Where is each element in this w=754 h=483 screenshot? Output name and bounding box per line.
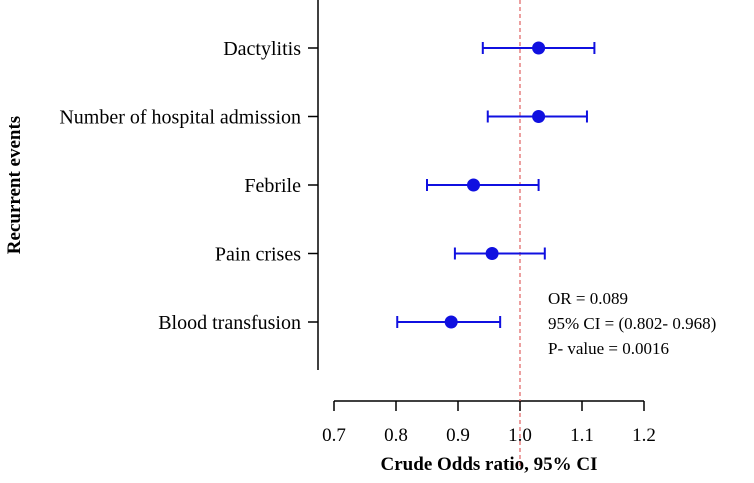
odds-ratio-point: [444, 315, 458, 329]
category-label: Pain crises: [215, 244, 301, 266]
odds-ratio-point: [532, 110, 546, 123]
x-tick-label: 0.9: [446, 425, 470, 446]
category-label: Blood transfusion: [158, 312, 301, 334]
x-tick-label: 0.7: [322, 425, 346, 446]
forest-rows: Dactylitis Number of hospital admission Fe…: [59, 38, 596, 334]
forest-row: Febrile: [244, 175, 540, 197]
odds-ratio-point: [467, 178, 480, 192]
stats-annotation: OR = 0.089 95% CI = (0.802- 0.968) P- va…: [548, 289, 716, 358]
annotation-p-value: P- value = 0.0016: [548, 339, 669, 358]
odds-ratio-point: [532, 41, 546, 55]
category-label: Febrile: [244, 175, 301, 197]
annotation-or: OR = 0.089: [548, 289, 628, 308]
forest-row: Number of hospital admission: [59, 107, 588, 129]
x-tick-label: 1.1: [570, 425, 594, 446]
annotation-ci: 95% CI = (0.802- 0.968): [548, 314, 716, 333]
x-tick-label: 1.2: [632, 425, 656, 446]
forest-row: Dactylitis: [223, 38, 596, 60]
x-axis-ticks: 0.7 0.8 0.9 1.0 1.1 1.2: [322, 401, 656, 446]
forest-row: Blood transfusion: [158, 312, 502, 334]
x-axis-title: Crude Odds ratio, 95% CI: [381, 454, 598, 475]
odds-ratio-point: [485, 247, 499, 260]
y-axis-title: Recurrent events: [4, 116, 25, 254]
category-label: Number of hospital admission: [59, 107, 301, 129]
x-tick-label: 1.0: [508, 425, 532, 446]
forest-row: Pain crises: [215, 244, 546, 266]
x-tick-label: 0.8: [384, 425, 408, 446]
category-label: Dactylitis: [223, 38, 301, 60]
